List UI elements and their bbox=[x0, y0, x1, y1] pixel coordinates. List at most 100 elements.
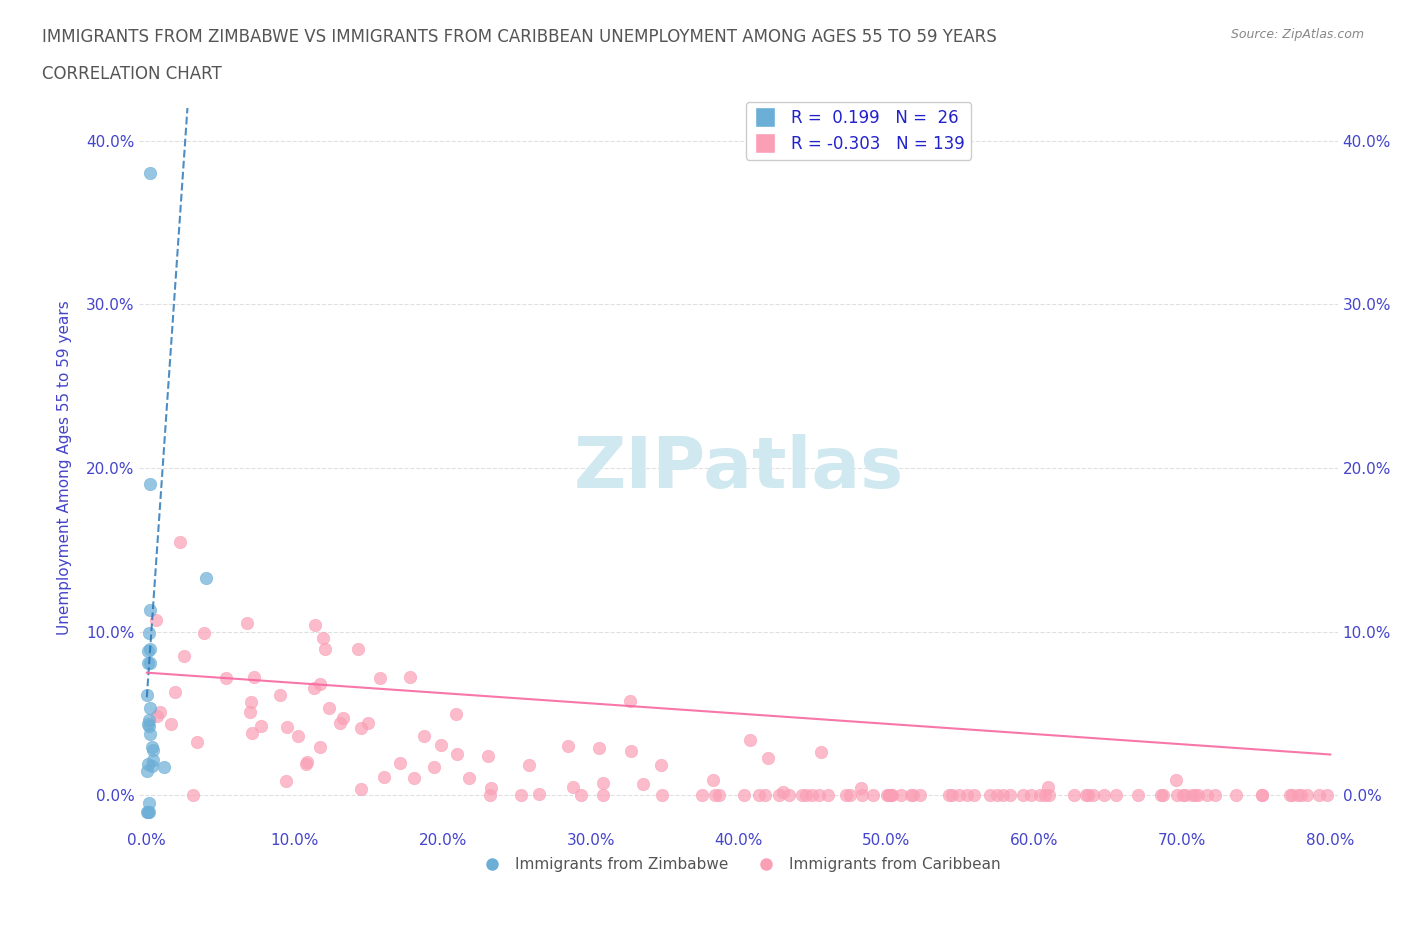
Point bbox=[138, 804, 160, 819]
Point bbox=[1289, 788, 1312, 803]
Point bbox=[149, 705, 172, 720]
Point bbox=[145, 709, 167, 724]
Point bbox=[877, 788, 900, 803]
Point bbox=[733, 788, 755, 803]
Point bbox=[794, 788, 817, 803]
Point bbox=[314, 642, 336, 657]
Y-axis label: Unemployment Among Ages 55 to 59 years: Unemployment Among Ages 55 to 59 years bbox=[58, 300, 72, 635]
Point bbox=[631, 777, 654, 791]
Point bbox=[1038, 788, 1060, 803]
Point bbox=[801, 788, 824, 803]
Point bbox=[1076, 788, 1098, 803]
Point bbox=[139, 603, 162, 618]
Point bbox=[807, 788, 830, 803]
Point bbox=[444, 706, 467, 721]
Point bbox=[1029, 788, 1052, 803]
Point bbox=[876, 788, 898, 803]
Point bbox=[139, 656, 162, 671]
Point bbox=[141, 739, 163, 754]
Point bbox=[517, 758, 540, 773]
Point bbox=[240, 725, 263, 740]
Point bbox=[879, 788, 901, 803]
Point bbox=[1105, 788, 1128, 803]
Point bbox=[135, 687, 157, 702]
Point bbox=[388, 755, 411, 770]
Point bbox=[941, 788, 963, 803]
Point bbox=[1083, 788, 1105, 803]
Point bbox=[139, 166, 162, 181]
Point bbox=[136, 756, 159, 771]
Point bbox=[243, 670, 266, 684]
Point bbox=[423, 760, 446, 775]
Point bbox=[588, 740, 610, 755]
Point bbox=[1033, 788, 1056, 803]
Point bbox=[318, 701, 340, 716]
Point bbox=[1316, 788, 1339, 803]
Point bbox=[195, 571, 218, 586]
Point bbox=[1019, 788, 1042, 803]
Point bbox=[900, 788, 922, 803]
Point bbox=[276, 720, 298, 735]
Point bbox=[239, 705, 262, 720]
Point bbox=[142, 753, 165, 768]
Point bbox=[1063, 788, 1085, 803]
Point bbox=[1150, 788, 1173, 803]
Point bbox=[1011, 788, 1033, 803]
Point bbox=[956, 788, 979, 803]
Point bbox=[368, 671, 391, 685]
Point bbox=[620, 744, 643, 759]
Point bbox=[446, 746, 468, 761]
Point bbox=[153, 759, 176, 774]
Point bbox=[1278, 788, 1301, 803]
Point bbox=[1295, 788, 1317, 803]
Point bbox=[592, 788, 614, 803]
Point bbox=[1166, 788, 1188, 803]
Point bbox=[308, 676, 330, 691]
Point bbox=[458, 771, 481, 786]
Point bbox=[346, 642, 368, 657]
Point bbox=[1187, 788, 1209, 803]
Point bbox=[479, 781, 502, 796]
Point bbox=[295, 754, 318, 769]
Point bbox=[1128, 788, 1150, 803]
Text: Source: ZipAtlas.com: Source: ZipAtlas.com bbox=[1230, 28, 1364, 41]
Point bbox=[948, 788, 970, 803]
Point bbox=[651, 788, 673, 803]
Point bbox=[139, 727, 162, 742]
Point bbox=[1152, 788, 1174, 803]
Point bbox=[557, 738, 579, 753]
Point bbox=[849, 780, 872, 795]
Point bbox=[357, 716, 380, 731]
Point bbox=[810, 744, 832, 759]
Point bbox=[938, 788, 960, 803]
Point bbox=[186, 735, 208, 750]
Point bbox=[287, 728, 309, 743]
Point bbox=[430, 737, 453, 752]
Point bbox=[903, 788, 925, 803]
Point bbox=[165, 684, 187, 699]
Point bbox=[690, 788, 713, 803]
Point bbox=[740, 733, 762, 748]
Text: CORRELATION CHART: CORRELATION CHART bbox=[42, 65, 222, 83]
Point bbox=[138, 642, 160, 657]
Point bbox=[1077, 788, 1099, 803]
Point bbox=[1171, 788, 1194, 803]
Point bbox=[295, 756, 318, 771]
Point bbox=[141, 758, 163, 773]
Point bbox=[1092, 788, 1115, 803]
Point bbox=[1204, 788, 1226, 803]
Point bbox=[768, 788, 790, 803]
Point bbox=[650, 758, 672, 773]
Point bbox=[399, 670, 422, 684]
Point bbox=[479, 788, 502, 803]
Point bbox=[772, 784, 794, 799]
Point bbox=[215, 671, 238, 685]
Text: IMMIGRANTS FROM ZIMBABWE VS IMMIGRANTS FROM CARIBBEAN UNEMPLOYMENT AMONG AGES 55: IMMIGRANTS FROM ZIMBABWE VS IMMIGRANTS F… bbox=[42, 28, 997, 46]
Point bbox=[1308, 788, 1330, 803]
Point bbox=[173, 648, 195, 663]
Point bbox=[890, 788, 912, 803]
Point bbox=[136, 656, 159, 671]
Point bbox=[908, 788, 931, 803]
Point bbox=[756, 751, 779, 765]
Point bbox=[986, 788, 1008, 803]
